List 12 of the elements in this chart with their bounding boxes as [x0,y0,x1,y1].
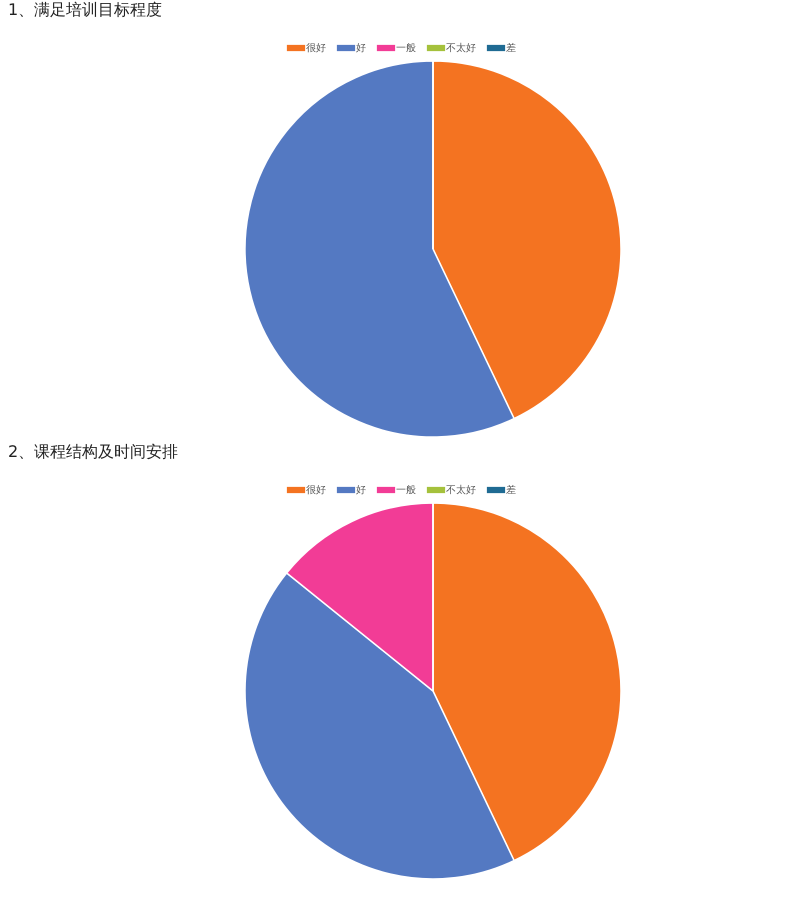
text: 2、课程结构及时间安排 [8,442,178,461]
legend-label: 差 [506,42,516,54]
text: 1、满足培训目标程度 [8,0,162,19]
legend-label: 很好 [306,485,326,496]
legend-label: 差 [506,484,516,496]
legend-label: 不太好 [446,42,476,54]
legend-label: 一般 [396,43,416,54]
legend-label: 不太好 [446,484,476,496]
legend-label: 好 [356,43,366,54]
legend-label: 一般 [396,485,416,496]
legend-label: 很好 [306,43,326,54]
legend-label: 好 [356,485,366,496]
